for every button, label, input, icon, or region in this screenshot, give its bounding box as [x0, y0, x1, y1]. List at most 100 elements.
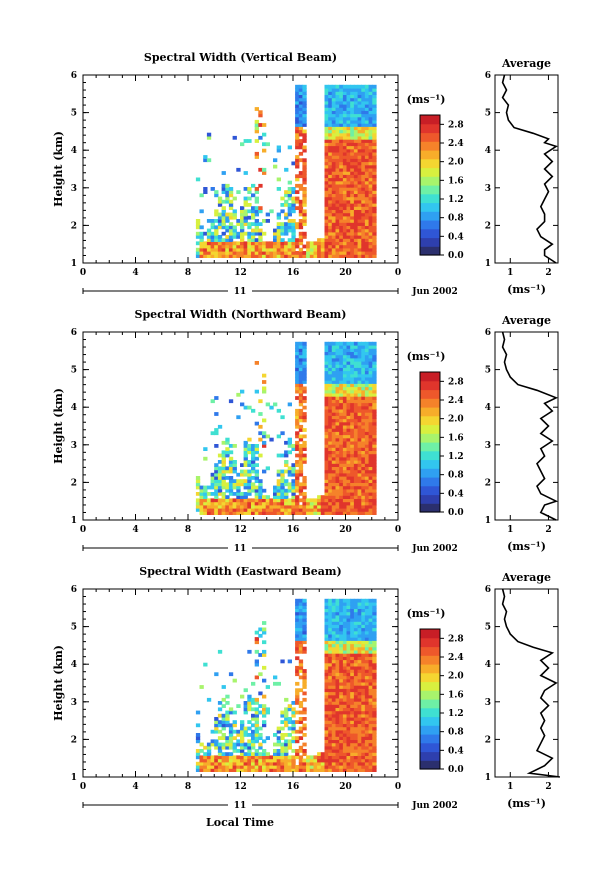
- heatmap-cell: [214, 209, 219, 214]
- heatmap-cell: [364, 129, 370, 134]
- heatmap-cell: [284, 460, 289, 464]
- heatmap-cell: [342, 614, 348, 619]
- heatmap-cell: [364, 107, 370, 111]
- heatmap-cell: [342, 405, 348, 410]
- heatmap-cell: [364, 399, 370, 404]
- heatmap-cell: [364, 428, 370, 432]
- heatmap-cell: [225, 193, 230, 198]
- heatmap-cell: [328, 745, 333, 750]
- heatmap-cell: [258, 231, 263, 236]
- heatmap-cell: [302, 608, 307, 613]
- heatmap-cell: [302, 768, 307, 772]
- heatmap-cell: [203, 504, 208, 509]
- heatmap-cell: [364, 704, 370, 708]
- heatmap-cell: [335, 231, 340, 236]
- heatmap-cell: [214, 235, 219, 239]
- heatmap-cell: [342, 704, 348, 708]
- heatmap-cell: [346, 726, 351, 731]
- heatmap-cell: [251, 212, 256, 217]
- heatmap-cell: [276, 254, 281, 258]
- heatmap-cell: [342, 116, 348, 121]
- heatmap-cell: [339, 498, 344, 503]
- heatmap-cell: [258, 501, 263, 506]
- heatmap-cell: [254, 485, 259, 490]
- heatmap-cell: [368, 357, 373, 362]
- heatmap-cell: [232, 765, 237, 769]
- heatmap-cell: [331, 720, 337, 724]
- colorbar-swatch: [420, 742, 440, 753]
- heatmap-cell: [372, 460, 377, 464]
- heatmap-cell: [324, 104, 329, 108]
- heatmap-cell: [339, 88, 344, 92]
- heatmap-cell: [254, 504, 259, 509]
- heatmap-cell: [324, 418, 329, 423]
- heatmap-cell: [287, 472, 292, 477]
- heatmap-cell: [364, 463, 370, 467]
- average-y-tick-label: 6: [485, 585, 491, 595]
- heatmap-cell: [350, 729, 355, 734]
- heatmap-cell: [331, 91, 337, 95]
- heatmap-cell: [210, 504, 215, 509]
- heatmap-cell: [317, 504, 322, 509]
- heatmap-cell: [298, 212, 304, 217]
- heatmap-cell: [298, 504, 304, 509]
- heatmap-cell: [350, 235, 355, 239]
- heatmap-cell: [206, 247, 212, 252]
- heatmap-cell: [214, 463, 219, 467]
- heatmap-cell: [361, 681, 366, 686]
- heatmap-cell: [280, 225, 285, 230]
- heatmap-cell: [287, 707, 292, 712]
- heatmap-cell: [306, 498, 311, 503]
- average-x-tick-label: 2: [545, 268, 551, 278]
- heatmap-cell: [251, 447, 256, 451]
- heatmap-cell: [317, 241, 322, 246]
- heatmap-cell: [335, 361, 340, 365]
- heatmap-cell: [372, 418, 377, 423]
- heatmap-cell: [291, 187, 296, 191]
- heatmap-cell: [251, 485, 256, 490]
- heatmap-cell: [221, 495, 226, 499]
- heatmap-cell: [221, 219, 226, 223]
- heatmap-cell: [346, 720, 351, 724]
- heatmap-cell: [368, 251, 373, 255]
- heatmap-cell: [350, 364, 355, 368]
- heatmap-cell: [335, 254, 340, 258]
- heatmap-cell: [331, 761, 337, 766]
- heatmap-cell: [350, 624, 355, 629]
- heatmap-cell: [346, 386, 351, 391]
- heatmap-cell: [324, 704, 329, 708]
- heatmap-cell: [368, 164, 373, 169]
- heatmap-cell: [251, 717, 256, 721]
- heatmap-cell: [339, 627, 344, 632]
- heatmap-cell: [372, 726, 377, 731]
- heatmap-cell: [295, 602, 300, 606]
- heatmap-cell: [254, 119, 259, 124]
- heatmap-cell: [335, 726, 340, 731]
- heatmap-cell: [251, 758, 256, 763]
- heatmap-cell: [339, 456, 344, 461]
- heatmap-cell: [350, 158, 355, 163]
- heatmap-cell: [247, 649, 252, 654]
- heatmap-cell: [368, 431, 373, 436]
- heatmap-cell: [309, 765, 315, 769]
- heatmap-cell: [339, 222, 344, 226]
- colorbar-swatch: [420, 637, 440, 648]
- heatmap-cell: [298, 511, 304, 515]
- heatmap-cell: [280, 479, 285, 483]
- heatmap-cell: [298, 348, 304, 352]
- heatmap-cell: [298, 357, 304, 362]
- heatmap-cell: [331, 765, 337, 769]
- heatmap-cell: [368, 472, 373, 477]
- heatmap-cell: [280, 511, 285, 515]
- heatmap-cell: [302, 158, 307, 163]
- heatmap-cell: [328, 107, 333, 111]
- heatmap-cell: [361, 482, 366, 487]
- heatmap-cell: [302, 100, 307, 105]
- heatmap-cell: [195, 498, 201, 503]
- heatmap-cell: [287, 501, 292, 506]
- heatmap-cell: [217, 758, 223, 763]
- heatmap-cell: [262, 495, 267, 499]
- heatmap-cell: [361, 225, 366, 230]
- heatmap-cell: [335, 608, 340, 613]
- heatmap-cell: [291, 723, 296, 728]
